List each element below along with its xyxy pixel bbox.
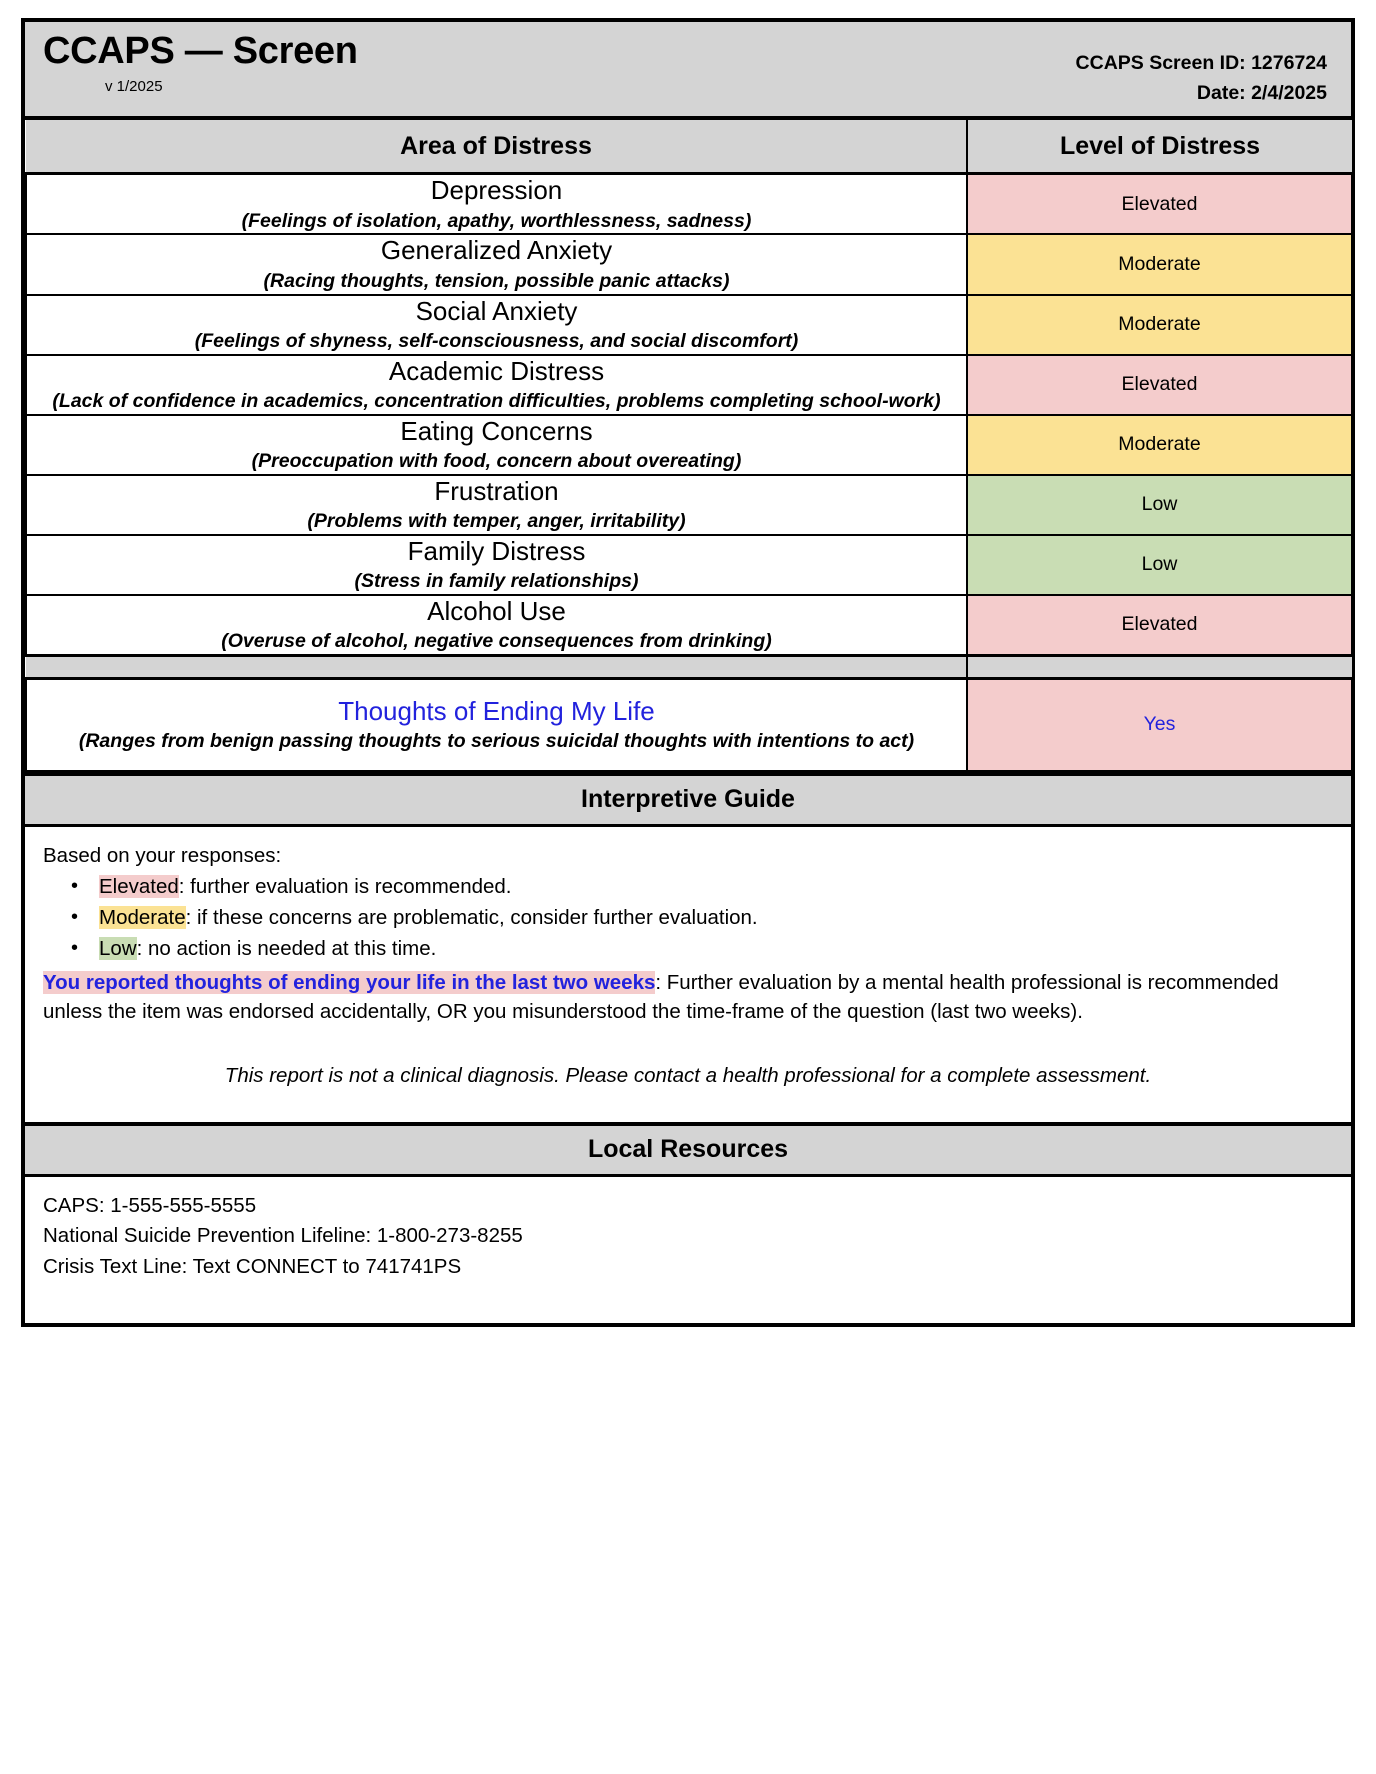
list-item: Elevated: further evaluation is recommen… [71,872,1333,901]
list-item: Moderate: if these concerns are problema… [71,903,1333,932]
table-row: Depression (Feelings of isolation, apathy… [25,172,1353,236]
guide-term-description: : no action is needed at this time. [136,937,437,961]
status-badge: Elevated [1121,373,1198,396]
column-header-area: Area of Distress [26,120,968,176]
resource-line: CAPS: 1-555-555-5555 [43,1193,257,1217]
area-description: (Feelings of shyness, self-consciousness… [194,330,799,353]
guide-term-description: : further evaluation is recommended. [178,874,512,898]
guide-term: Moderate [99,906,186,930]
table-row: Frustration (Problems with temper, anger,… [25,473,1353,536]
table-row: Academic Distress (Lack of confidence in … [25,353,1353,416]
date-label: Date: 2/4/2025 [1196,82,1327,105]
status-badge: Moderate [1118,253,1201,275]
report-header: CCAPS — Screen v 1/2025 CCAPS Screen ID:… [25,22,1351,121]
table-row: Family Distress (Stress in family relatio… [25,533,1353,596]
column-header-level: Level of Distress [966,120,1352,176]
level-of-distress-cell: Low [966,473,1353,536]
area-of-distress-cell: Frustration (Problems with temper, anger,… [25,473,968,536]
level-of-distress-cell: Moderate [966,413,1353,476]
area-of-distress-cell: Family Distress (Stress in family relatio… [25,533,968,596]
area-of-distress-cell: Generalized Anxiety (Racing thoughts, ten… [25,233,968,296]
area-description: (Preoccupation with food, concern about … [251,450,742,473]
status-badge: Elevated [1121,613,1198,636]
area-of-distress-cell: Social Anxiety (Feelings of shyness, self… [25,293,968,356]
area-description: (Ranges from benign passing thoughts to … [78,730,915,753]
status-badge: Moderate [1118,433,1201,456]
status-badge: Yes [1143,713,1176,736]
distress-table: Area of Distress Level of Distress Depre… [25,120,1353,772]
level-of-distress-cell: Elevated [966,353,1353,416]
area-of-distress-cell: Alcohol Use (Overuse of alcohol, negative… [25,593,968,657]
level-of-distress-cell: Elevated [966,593,1353,657]
area-description: (Racing thoughts, tension, possible pani… [263,270,730,293]
header-left: CCAPS — Screen v 1/2025 [43,30,358,95]
guide-term-description: : if these concerns are problematic, con… [185,906,758,930]
local-resources-banner: Local Resources [25,1121,1351,1177]
screen-id-label: CCAPS Screen ID: 1276724 [1075,52,1327,74]
level-of-distress-cell: Moderate [966,233,1353,296]
table-header-row: Area of Distress Level of Distress [26,120,1352,176]
table-row: Generalized Anxiety (Racing thoughts, ten… [25,233,1353,296]
area-description: (Feelings of isolation, apathy, worthles… [241,210,752,233]
ccaps-report-card: CCAPS — Screen v 1/2025 CCAPS Screen ID:… [21,18,1355,1327]
status-badge: Low [1141,553,1178,576]
area-of-distress-cell: Eating Concerns (Preoccupation with food,… [25,413,968,476]
guide-warning-rest: : Further evaluation by a mental health … [43,971,1279,1024]
level-of-distress-cell: Low [966,533,1353,596]
guide-term: Low [99,937,137,961]
guide-suicide-warning: You reported thoughts of ending your lif… [43,968,1333,1026]
interpretive-guide-body: Based on your responses: Elevated: furth… [25,826,1351,1122]
area-of-distress-cell: Academic Distress (Lack of confidence in … [25,353,968,416]
guide-intro: Based on your responses: [43,843,282,867]
level-of-distress-cell: Yes [966,677,1353,772]
level-of-distress-cell: Moderate [966,293,1353,356]
header-right: CCAPS Screen ID: 1276724 Date: 2/4/2025 [1076,32,1327,108]
area-name: Alcohol Use [427,595,566,626]
area-description: (Overuse of alcohol, negative consequenc… [221,630,772,653]
area-name: Thoughts of Ending My Life [338,695,655,726]
status-badge: Low [1141,493,1178,516]
spacer-cell [26,653,968,680]
area-name: Social Anxiety [415,295,578,326]
table-row: Eating Concerns (Preoccupation with food,… [25,413,1353,476]
spacer-cell [966,653,1352,680]
area-name: Depression [430,175,563,206]
area-name: Frustration [434,475,559,506]
guide-bullet-list: Elevated: further evaluation is recommen… [43,872,1333,963]
local-resources-body: CAPS: 1-555-555-5555 National Suicide Pre… [25,1176,1351,1323]
table-spacer-row [26,653,1352,680]
area-name: Academic Distress [388,355,605,386]
status-badge: Moderate [1118,313,1201,336]
interpretive-guide-banner: Interpretive Guide [25,771,1351,827]
guide-disclaimer: This report is not a clinical diagnosis.… [224,1063,1152,1087]
area-name: Family Distress [407,535,586,566]
level-of-distress-cell: Elevated [966,172,1353,236]
table-row: Alcohol Use (Overuse of alcohol, negative… [25,593,1353,657]
guide-term: Elevated [99,874,179,898]
version-label: v 1/2025 [105,77,163,95]
area-of-distress-cell: Depression (Feelings of isolation, apathy… [25,172,968,236]
area-description: (Stress in family relationships) [354,570,639,593]
table-row-suicidal-ideation: Thoughts of Ending My Life (Ranges from b… [25,677,1353,772]
table-row: Social Anxiety (Feelings of shyness, self… [25,293,1353,356]
area-of-distress-cell: Thoughts of Ending My Life (Ranges from b… [25,677,968,772]
guide-warning-lead: You reported thoughts of ending your lif… [43,971,656,995]
status-badge: Elevated [1121,192,1198,215]
list-item: Low: no action is needed at this time. [71,934,1333,963]
area-name: Generalized Anxiety [380,235,613,266]
resource-line: Crisis Text Line: Text CONNECT to 741741… [43,1255,462,1279]
area-description: (Problems with temper, anger, irritabili… [307,510,686,533]
area-description: (Lack of confidence in academics, concen… [52,390,941,413]
page-title: CCAPS — Screen [43,30,358,72]
resource-line: National Suicide Prevention Lifeline: 1-… [43,1224,523,1248]
area-name: Eating Concerns [400,415,593,446]
